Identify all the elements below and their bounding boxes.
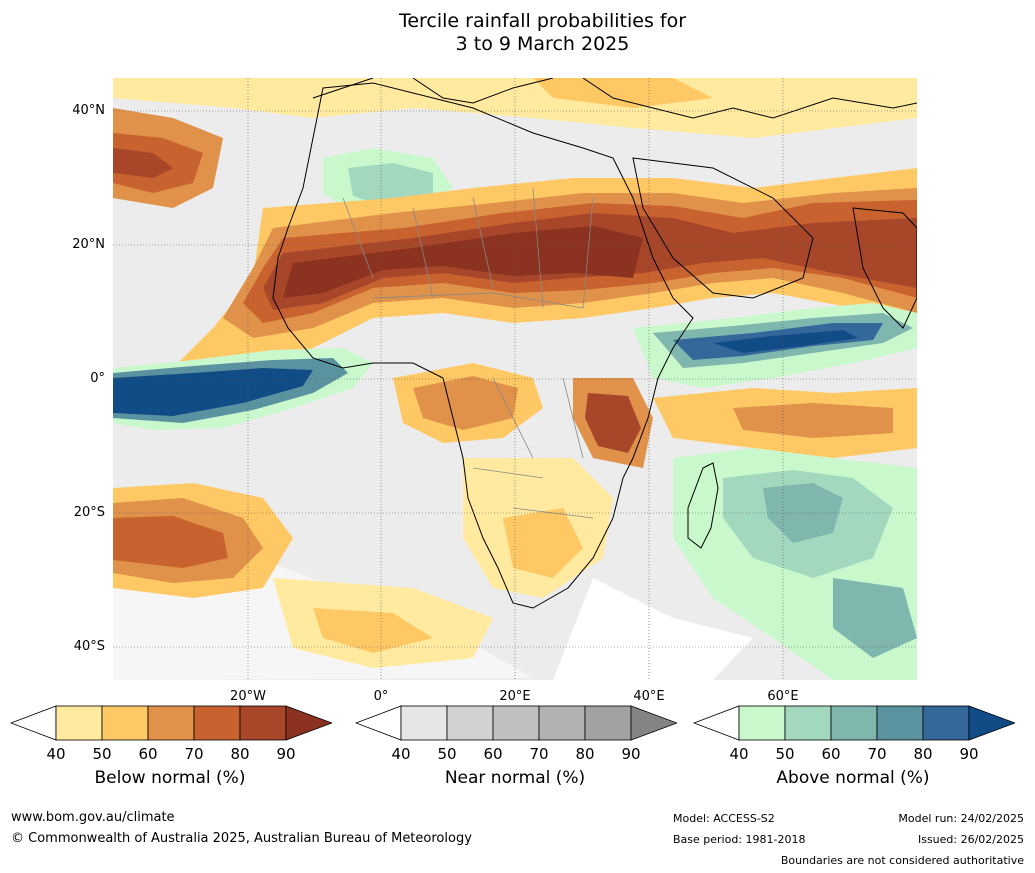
colorbar-segment (400, 705, 448, 741)
colorbar-above-normal (693, 705, 1015, 741)
colorbar-tick: 80 (575, 745, 595, 763)
colorbar-tick: 60 (483, 745, 503, 763)
map-canvas (113, 78, 917, 680)
colorbar-near-segments (355, 705, 677, 741)
colorbar-extend-low (693, 705, 740, 741)
lat-label-0: 0° (90, 371, 105, 386)
colorbar-above-title: Above normal (%) (776, 768, 930, 788)
colorbar-segment (738, 705, 786, 741)
colorbar-tick: 50 (437, 745, 457, 763)
colorbar-below-segments (10, 705, 332, 741)
colorbar-tick: 90 (276, 745, 296, 763)
colorbar-extend-high (285, 705, 332, 741)
colorbar-tick: 70 (184, 745, 204, 763)
arabia-outline (632, 157, 814, 299)
colorbar-tick: 60 (821, 745, 841, 763)
colorbar-segment (538, 705, 586, 741)
colorbar-above-segments (693, 705, 1015, 741)
footer-disclaimer: Boundaries are not considered authoritat… (780, 854, 1024, 867)
colorbar-extend-high (630, 705, 677, 741)
colorbar-segment (193, 705, 241, 741)
footer-website: www.bom.gov.au/climate (11, 810, 175, 825)
lon-label-60e: 60°E (767, 689, 799, 704)
colorbar-tick: 90 (621, 745, 641, 763)
colorbar-extend-low (10, 705, 57, 741)
colorbar-tick: 80 (913, 745, 933, 763)
country-borders (342, 187, 594, 519)
colorbar-segment (239, 705, 287, 741)
europe-coast (312, 78, 917, 119)
colorbar-tick: 40 (729, 745, 749, 763)
colorbar-extend-low (355, 705, 402, 741)
map-gridlines (113, 78, 917, 680)
colorbar-segment (147, 705, 195, 741)
colorbar-segment (830, 705, 878, 741)
colorbar-segment (55, 705, 103, 741)
lon-label-20e: 20°E (499, 689, 531, 704)
lat-label-40s: 40°S (73, 639, 105, 654)
colorbar-tick: 90 (959, 745, 979, 763)
madagascar-outline (687, 462, 719, 549)
footer-copyright: © Commonwealth of Australia 2025, Austra… (11, 831, 472, 846)
colorbar-tick: 40 (46, 745, 66, 763)
colorbar-segment (876, 705, 924, 741)
rainfall-probability-map (113, 78, 917, 680)
colorbar-tick: 80 (230, 745, 250, 763)
footer-model: Model: ACCESS-S2 (673, 812, 775, 825)
colorbar-segment (784, 705, 832, 741)
colorbar-near-title: Near normal (%) (444, 768, 586, 788)
colorbar-tick: 70 (529, 745, 549, 763)
lat-label-20s: 20°S (73, 505, 105, 520)
colorbar-tick: 50 (92, 745, 112, 763)
lat-label-40n: 40°N (72, 103, 105, 118)
colorbar-below-title: Below normal (%) (94, 768, 246, 788)
colorbar-tick: 50 (775, 745, 795, 763)
colorbar-near-normal (355, 705, 677, 741)
africa-outline (272, 82, 694, 609)
lon-label-0: 0° (373, 689, 389, 704)
lat-label-20n: 20°N (72, 237, 105, 252)
colorbar-segment (922, 705, 970, 741)
colorbar-extend-high (968, 705, 1015, 741)
map-region-below-med (533, 78, 713, 108)
colorbar-segment (101, 705, 149, 741)
map-title-line2: 3 to 9 March 2025 (455, 33, 630, 55)
footer-model-run: Model run: 24/02/2025 (898, 812, 1024, 825)
india-outline (852, 207, 917, 329)
colorbar-segment (584, 705, 632, 741)
map-title-line1: Tercile rainfall probabilities for (398, 10, 687, 32)
map-region-white-se (553, 578, 753, 680)
footer-base-period: Base period: 1981-2018 (673, 833, 806, 846)
colorbar-segment (492, 705, 540, 741)
colorbar-below-normal (10, 705, 332, 741)
footer-issued: Issued: 26/02/2025 (917, 833, 1024, 846)
map-title: Tercile rainfall probabilities for 3 to … (0, 10, 1035, 56)
colorbar-tick: 70 (867, 745, 887, 763)
colorbar-segment (446, 705, 494, 741)
colorbar-tick: 40 (391, 745, 411, 763)
lon-label-20w: 20°W (230, 689, 266, 704)
lon-label-40e: 40°E (633, 689, 665, 704)
colorbar-tick: 60 (138, 745, 158, 763)
